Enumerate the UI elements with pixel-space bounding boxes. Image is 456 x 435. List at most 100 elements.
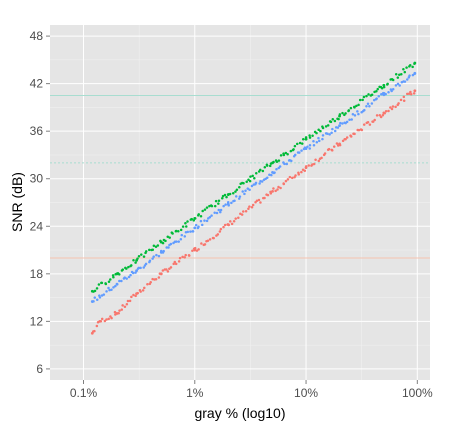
data-point [184,221,187,225]
data-point [394,73,398,76]
data-point [312,162,316,166]
y-tick-label: 36 [30,124,44,138]
data-point [317,159,321,163]
data-point [139,266,142,270]
data-point [193,216,197,220]
data-point [135,258,138,262]
y-tick-label: 18 [30,267,44,281]
data-point [208,238,212,241]
data-point [391,78,395,82]
y-tick-label: 12 [30,314,44,328]
data-point [174,229,178,233]
data-point [266,193,270,197]
x-tick-label: 10% [294,386,318,400]
data-point [148,259,152,263]
data-points [90,61,417,335]
data-point [294,174,297,177]
series-points [90,71,417,303]
data-point [219,227,223,231]
data-point [177,229,180,233]
data-point [248,205,251,208]
y-tick-label: 48 [30,29,44,43]
data-point [237,197,241,200]
data-point [205,206,209,209]
data-point [308,134,311,137]
data-point [201,209,204,213]
data-point [396,76,400,79]
data-point [238,195,242,198]
data-point [390,107,394,111]
data-point [263,166,267,169]
data-point [208,215,212,219]
data-point [142,255,146,258]
data-point [391,87,395,91]
data-point [244,210,248,213]
data-point [165,268,168,271]
data-point [242,181,245,185]
data-point [301,142,304,145]
data-point [266,176,269,179]
data-point [338,142,341,146]
data-point [293,144,297,148]
data-point [113,310,117,314]
data-point [339,121,342,125]
data-point [247,207,250,210]
data-point [317,136,320,140]
data-point [120,308,124,311]
data-point [380,87,384,90]
data-point [366,102,370,106]
data-point [226,193,230,196]
data-point [413,89,417,93]
data-point [314,158,317,162]
data-point [308,136,312,139]
data-point [187,254,191,257]
data-point [382,83,386,87]
data-point [206,239,210,243]
data-point [234,217,237,220]
data-point [413,61,417,65]
data-point [353,106,356,109]
data-point [381,114,385,117]
data-point [166,235,169,239]
data-point [301,137,305,141]
data-point [341,111,344,115]
data-point [224,203,227,206]
axes: 0.1% 1% 10% 100% 6 12 18 24 30 36 42 48 [30,29,433,400]
data-point [123,276,127,279]
data-point [382,111,386,115]
data-point [129,273,132,277]
data-point [189,230,192,233]
data-point [123,305,127,308]
data-point [397,102,400,105]
data-point [102,293,106,296]
data-point [358,98,362,102]
data-point [331,127,334,131]
data-point [244,189,247,193]
data-point [373,118,376,122]
data-point [159,251,163,254]
data-point [157,276,161,279]
data-point [225,195,228,199]
data-point [254,181,258,185]
data-point [215,211,219,215]
data-point [297,173,301,176]
data-point [217,208,220,212]
x-axis-title: gray % (log10) [194,405,285,421]
data-point [271,170,274,174]
data-point [115,272,119,276]
data-point [240,213,244,216]
data-point [271,190,274,193]
data-point [375,90,378,93]
data-point [387,109,390,113]
data-point [237,216,240,219]
data-point [216,233,220,236]
data-point [177,260,181,263]
data-point [384,109,388,113]
data-point [110,288,113,291]
data-point [130,264,133,267]
data-point [112,275,115,279]
data-point [98,296,102,299]
data-point [317,128,320,131]
data-point [104,282,108,286]
